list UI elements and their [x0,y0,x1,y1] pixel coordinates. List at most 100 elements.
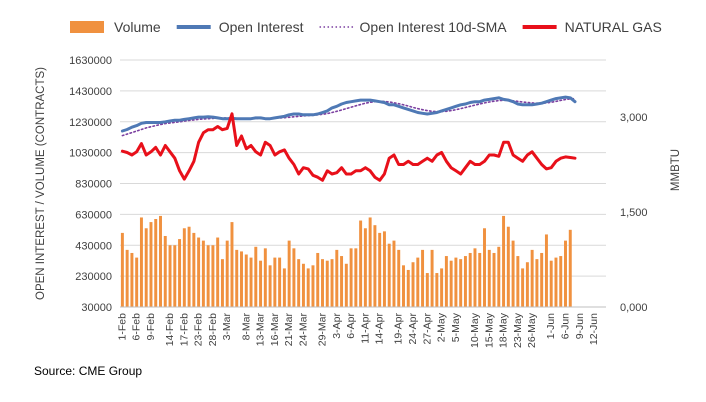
legend-label: Volume [114,19,161,35]
x-axis-tick-label: 27-Apr [421,312,433,344]
volume-bar [254,246,258,307]
volume-bar [349,248,353,307]
volume-bar [425,273,429,307]
natural-gas-line [120,112,577,182]
volume-bar [301,263,305,307]
volume-bar [297,259,301,307]
volume-bar [278,257,282,307]
volume-bar [530,249,534,307]
volume-bar [421,249,425,307]
volume-bar [335,249,339,307]
volume-bar [192,232,196,307]
volume-bar [430,249,434,307]
volume-bar [168,245,172,307]
right-axis-tick-label: 1,500 [620,207,648,219]
volume-bar [559,256,563,307]
volume-bar [340,256,344,307]
volume-bar [502,215,506,307]
left-axis-tick-label: 1630000 [69,55,112,67]
volume-bar [392,240,396,307]
x-axis-tick-label: 14-Feb [164,313,176,346]
volume-bar [120,232,124,307]
left-axis-tick-label: 1030000 [69,148,112,160]
volume-bar [178,239,182,307]
x-axis-tick-label: 12-Jun [588,313,600,345]
volume-bar [535,259,539,307]
open-interest-line [120,95,577,133]
volume-bar [487,249,491,307]
volume-bar [159,215,162,307]
volume-bar [549,260,553,307]
volume-bar [144,228,148,307]
volume-bar [454,257,458,307]
volume-bar [311,265,315,307]
x-axis-tick-label: 5-May [450,312,462,342]
volume-bar [497,246,501,307]
volume-bar [544,234,548,307]
volume-bar [359,220,363,307]
volume-bar [135,257,139,307]
volume-bar [235,249,239,307]
x-axis-tick-label: 17-Feb [178,313,190,346]
x-axis-tick-label: 28-Feb [207,313,219,346]
x-axis-tick-label: 8-Mar [240,312,252,340]
volume-bar [316,252,320,307]
combo-chart: 30000 230000 430000 630000 830000 1030000 1230… [35,19,682,348]
volume-bar [125,249,129,307]
volume-bar [468,252,472,307]
volume-bar [416,257,420,307]
right-axis-tick-label: 0,000 [620,302,648,314]
x-axis-tick-label: 10-May [469,312,481,348]
volume-bar [435,273,439,307]
x-axis-tick-label: 26-May [526,312,538,348]
legend-label: NATURAL GAS [565,19,662,35]
volume-bar [444,256,448,307]
volume-bar [397,249,401,307]
volume-bar [292,248,296,307]
volume-bar [244,254,248,307]
x-axis-tick-label: 6-Feb [131,313,143,341]
volume-bar [478,252,482,307]
legend-label: Open Interest 10d-SMA [360,19,508,35]
volume-bar [463,256,467,307]
volume-bar [492,252,496,307]
left-axis-tick-label: 1430000 [69,86,112,98]
volume-bar [506,226,510,307]
volume-bar [306,268,310,307]
x-axis-tick-label: 13-Mar [255,313,267,347]
volume-bar [483,228,486,307]
x-axis-tick-label: 3-Mar [221,312,233,340]
volume-bar [554,257,558,307]
x-axis-tick-label: 3-Apr [331,313,343,339]
volume-bar [154,219,158,307]
x-axis-tick-label: 21-Mar [283,313,295,347]
x-axis-tick-label: 29-Mar [317,313,329,347]
left-axis-tick-label: 830000 [75,179,112,191]
volume-bar [182,228,186,307]
x-axis-tick-label: 16-Mar [269,313,281,347]
volume-bar [440,268,444,307]
volume-bar [287,240,291,307]
volume-bar [387,243,391,307]
left-axis-tick-label: 230000 [75,271,112,283]
volume-bar [373,225,377,307]
x-axis-tick-label: 24-Apr [407,312,419,344]
volume-bar [540,252,544,307]
volume-bar [201,240,205,307]
legend-swatch-volume [70,21,104,33]
volume-bar [449,260,453,307]
volume-bar [473,248,477,307]
volume-bar [406,269,410,307]
volume-bar [273,257,277,307]
volume-bar [206,245,210,307]
volume-bar [459,259,463,307]
x-axis-tick-label: 15-May [483,312,495,348]
volume-bar [249,257,253,307]
right-axis-tick-label: 3,000 [620,112,648,124]
volume-bar [263,248,267,307]
x-axis-tick-label: 9-Jun [574,313,586,339]
volume-bar [564,240,567,307]
volume-bar [516,256,520,307]
volume-bar [368,217,372,307]
